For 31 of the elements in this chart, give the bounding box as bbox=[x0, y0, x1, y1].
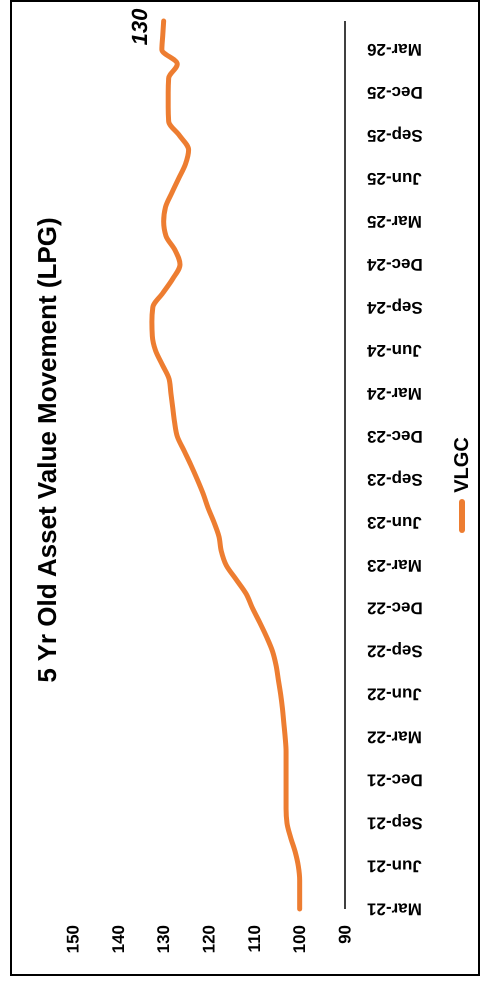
text: 5 Yr Old Asset Value Movement (LPG) bbox=[31, 216, 63, 685]
y-tick-label: Jun-25 bbox=[367, 169, 422, 188]
y-tick-label: Mar-25 bbox=[367, 212, 422, 232]
y-tick-label: Jun-21 bbox=[367, 856, 422, 876]
y-tick-label: Mar-21 bbox=[367, 900, 422, 918]
x-tick-label: 90 bbox=[336, 925, 354, 944]
x-tick-label: 100 bbox=[290, 925, 310, 954]
y-tick-label: Mar-24 bbox=[366, 384, 422, 403]
y-tick-label: Dec-21 bbox=[367, 770, 423, 790]
y-tick-label: Sep-22 bbox=[367, 642, 423, 661]
text: VLGC bbox=[450, 437, 474, 493]
y-tick-label: Dec-22 bbox=[367, 598, 423, 618]
y-tick-label: Dec-24 bbox=[366, 254, 423, 274]
y-tick-label: Dec-23 bbox=[367, 426, 423, 446]
y-tick-label: Mar-22 bbox=[367, 728, 422, 747]
y-tick-label: Sep-23 bbox=[367, 470, 423, 489]
y-tick-label: Jun-23 bbox=[367, 512, 422, 532]
x-tick-label: 130 bbox=[154, 925, 174, 954]
x-tick-label: 150 bbox=[64, 925, 82, 954]
x-tick-label: 140 bbox=[108, 925, 128, 954]
y-tick-label: Dec-25 bbox=[367, 83, 423, 102]
y-tick-label: Mar-23 bbox=[367, 556, 422, 575]
data-label: 130 bbox=[127, 8, 152, 46]
y-tick-label: Mar-26 bbox=[367, 40, 422, 60]
y-tick-label: Sep-25 bbox=[367, 126, 423, 146]
y-tick-label: Jun-22 bbox=[367, 684, 422, 704]
y-tick-label: Sep-21 bbox=[367, 814, 423, 833]
x-tick-label: 120 bbox=[200, 925, 218, 954]
y-tick-label: Sep-24 bbox=[366, 298, 423, 317]
x-tick-label: 110 bbox=[244, 925, 264, 952]
y-tick-label: Jun-24 bbox=[366, 340, 422, 360]
